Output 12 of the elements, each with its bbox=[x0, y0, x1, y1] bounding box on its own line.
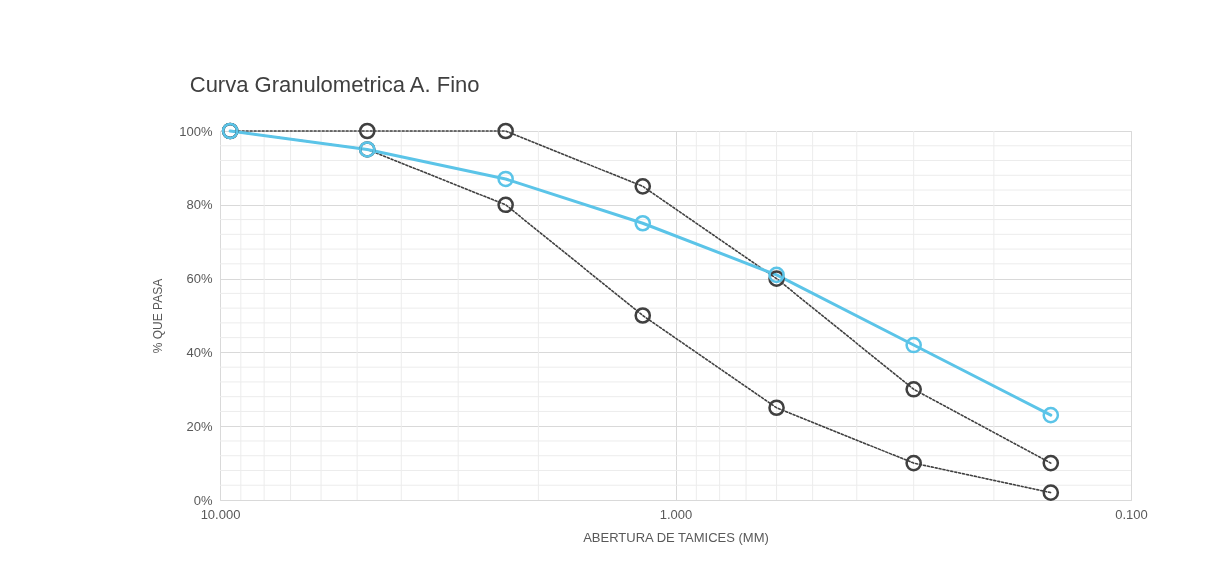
y-tick-label: 20% bbox=[186, 418, 213, 434]
x-tick-label: 1.000 bbox=[659, 506, 693, 522]
y-axis-title: % QUE PASA bbox=[151, 278, 166, 354]
x-tick-label: 0.100 bbox=[1115, 506, 1148, 522]
y-tick-label: 0% bbox=[193, 492, 213, 508]
y-tick-label: 40% bbox=[186, 344, 213, 360]
y-tick-label: 60% bbox=[186, 271, 213, 287]
x-axis-title: ABERTURA DE TAMICES (MM) bbox=[583, 529, 769, 545]
y-tick-label: 80% bbox=[186, 197, 213, 213]
chart-title: Curva Granulometrica A. Fino bbox=[189, 71, 480, 97]
x-tick-label: 10.000 bbox=[200, 506, 241, 522]
y-tick-label: 100% bbox=[179, 123, 213, 139]
